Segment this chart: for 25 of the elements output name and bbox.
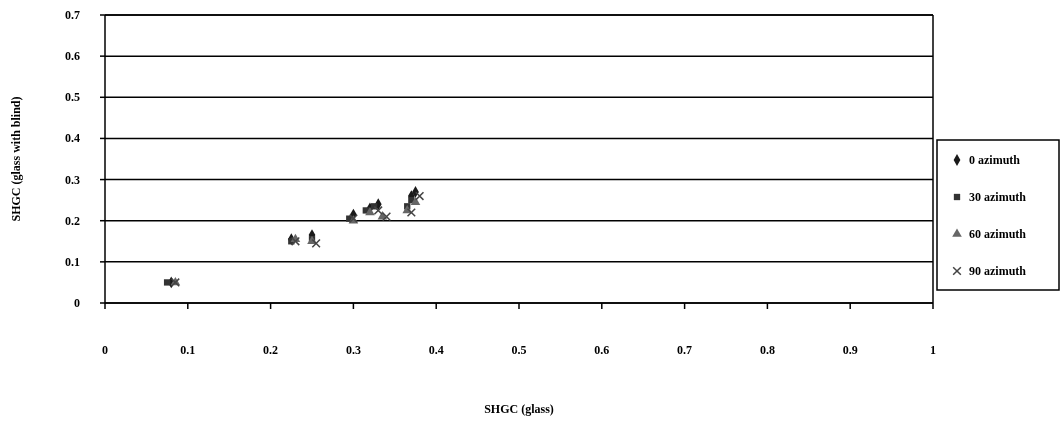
x-tick-label: 0.8 <box>759 343 775 357</box>
y-tick-label: 0.6 <box>65 49 80 64</box>
y-axis-title: SHGC (glass with blind) <box>9 96 23 222</box>
legend-label: 90 azimuth <box>969 264 1027 278</box>
y-tick-label: 0.4 <box>65 131 80 146</box>
x-tick-label: 0.6 <box>594 343 610 357</box>
y-tick-label: 0.3 <box>65 172 80 187</box>
x-tick-label: 0.4 <box>428 343 444 357</box>
y-tick-label: 0 <box>74 296 80 310</box>
x-tick-label: 0.1 <box>180 343 196 357</box>
x-axis-title: SHGC (glass) <box>484 402 554 416</box>
y-tick-label: 0.2 <box>65 213 80 228</box>
x-tick-label: 0 <box>102 343 108 357</box>
legend-label: 60 azimuth <box>969 227 1027 241</box>
y-tick-label: 0.1 <box>65 254 80 269</box>
x-tick-label: 0.9 <box>842 343 858 357</box>
legend-label: 0 azimuth <box>969 153 1021 167</box>
y-tick-label: 0.7 <box>65 8 80 22</box>
x-tick-label: 0.2 <box>263 343 279 357</box>
x-tick-label: 1 <box>930 343 936 357</box>
x-tick-label: 0.5 <box>511 343 527 357</box>
y-tick-label: 0.5 <box>65 90 80 105</box>
x-tick-label: 0.7 <box>677 343 693 357</box>
legend-label: 30 azimuth <box>969 190 1027 204</box>
x-tick-label: 0.3 <box>345 343 361 357</box>
